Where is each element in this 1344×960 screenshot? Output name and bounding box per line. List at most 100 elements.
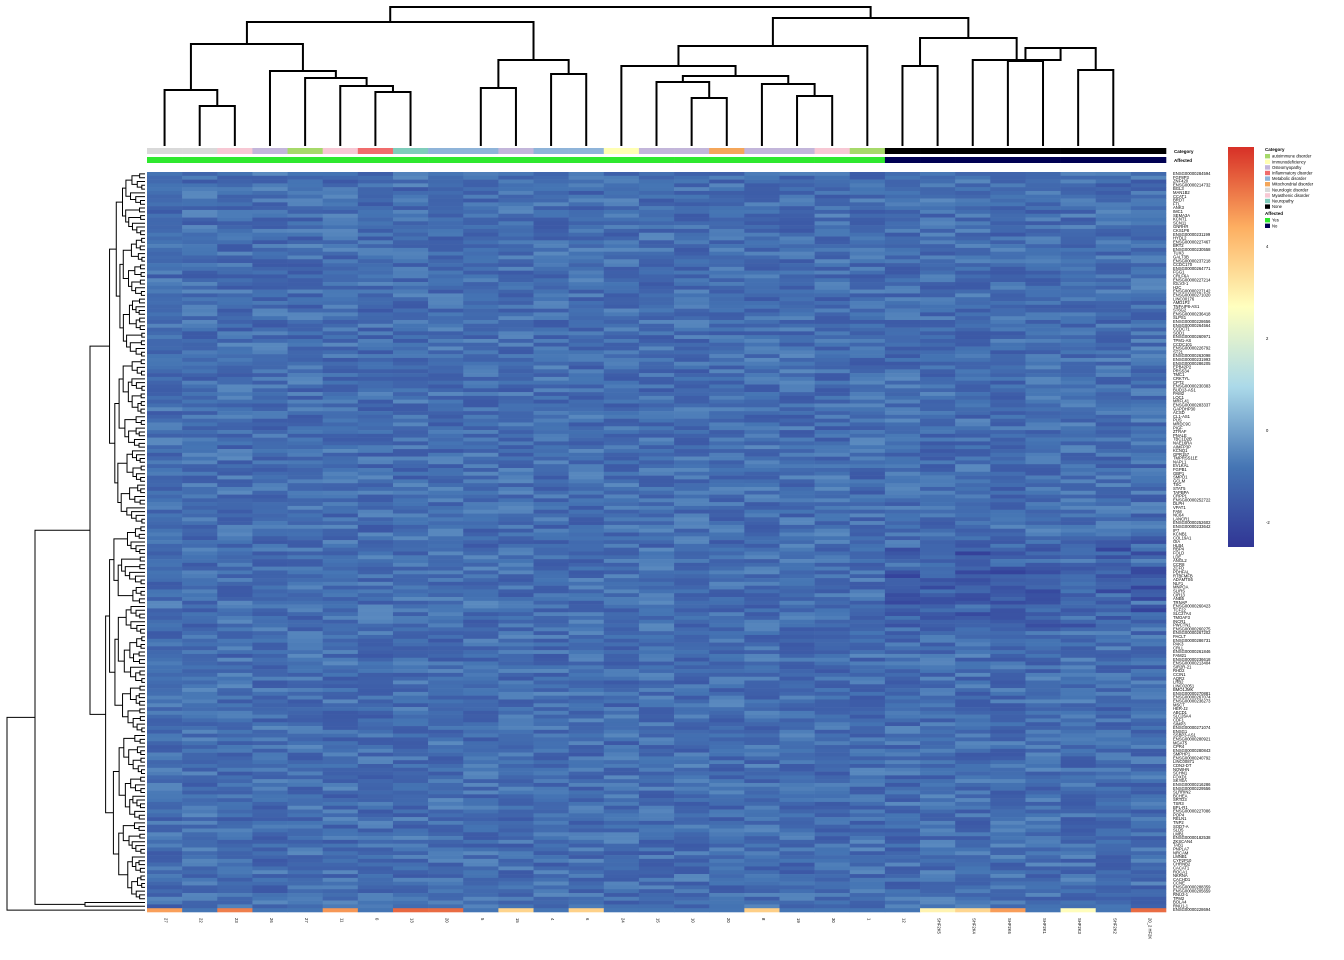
heatmap-cell [147, 266, 183, 271]
heatmap-cell [709, 244, 745, 249]
heatmap-cell [428, 441, 464, 446]
heatmap-cell [498, 464, 534, 469]
heatmap-cell [182, 756, 218, 761]
heatmap-cell [147, 756, 183, 761]
heatmap-cell [674, 266, 710, 271]
heatmap-cell [1130, 627, 1167, 632]
affected-annotation-cell [674, 157, 710, 163]
heatmap-cell [603, 490, 640, 495]
heatmap-cell [1025, 502, 1061, 507]
heatmap-cell [357, 608, 394, 613]
heatmap-cell [147, 653, 183, 659]
heatmap-cell [779, 338, 815, 344]
heatmap-cell [463, 779, 499, 784]
heatmap-cell [252, 672, 288, 678]
heatmap-cell [849, 373, 886, 378]
heatmap-cell [814, 676, 851, 681]
heatmap-cell [287, 209, 323, 215]
heatmap-cell [147, 745, 183, 750]
heatmap-cell [638, 331, 675, 336]
heatmap-cell [428, 486, 464, 492]
heatmap-cell [1095, 486, 1132, 492]
heatmap-cell [287, 680, 323, 685]
heatmap-cell [990, 373, 1026, 378]
heatmap-cell [779, 559, 815, 564]
heatmap-cell [1025, 665, 1061, 670]
heatmap-cell [357, 722, 394, 727]
heatmap-cell [217, 752, 253, 757]
heatmap-cell [287, 346, 323, 351]
heatmap-cell [779, 669, 815, 674]
heatmap-cell [1095, 418, 1132, 423]
heatmap-cell [287, 703, 323, 708]
heatmap-cell [463, 521, 499, 526]
heatmap-cell [1025, 232, 1061, 237]
heatmap-cell [287, 756, 323, 761]
heatmap-cell [463, 771, 499, 776]
heatmap-cell [709, 395, 745, 400]
heatmap-cell [322, 581, 359, 586]
heatmap-cell [1095, 498, 1132, 503]
heatmap-cell [1095, 320, 1132, 325]
heatmap-cell [182, 528, 218, 533]
heatmap-cell [990, 433, 1026, 438]
heatmap-cell [1130, 335, 1167, 340]
heatmap-cell [1130, 707, 1167, 712]
dendrogram-link [117, 616, 127, 662]
heatmap-cell [147, 578, 183, 583]
heatmap-cell [638, 498, 675, 503]
heatmap-cell [1025, 498, 1061, 503]
heatmap-cell [322, 695, 359, 700]
heatmap-cell [884, 676, 921, 681]
heatmap-cell [287, 312, 323, 317]
heatmap-cell [322, 354, 359, 359]
heatmap-cell [814, 483, 851, 488]
heatmap-cell [884, 653, 921, 659]
heatmap-cell [252, 380, 288, 385]
heatmap-cell [744, 619, 780, 624]
heatmap-cell [357, 183, 394, 188]
heatmap-cell [779, 775, 815, 780]
heatmap-cell [603, 486, 640, 492]
heatmap-cell [533, 612, 569, 617]
heatmap-cell [744, 661, 780, 666]
heatmap-cell [955, 741, 991, 746]
heatmap-cell [1095, 642, 1132, 647]
heatmap-cell [568, 555, 605, 560]
heatmap-cell [1025, 653, 1061, 659]
heatmap-cell [709, 452, 745, 457]
category-annotation-cell [463, 148, 499, 154]
heatmap-cell [287, 752, 323, 757]
heatmap-cell [392, 395, 429, 400]
heatmap-cell [428, 221, 464, 226]
heatmap-cell [849, 764, 886, 769]
heatmap-cell [990, 240, 1026, 245]
heatmap-cell [603, 350, 640, 355]
heatmap-cell [674, 684, 710, 689]
heatmap-cell [1025, 559, 1061, 564]
heatmap-cell [182, 703, 218, 708]
heatmap-cell [287, 251, 323, 256]
heatmap-cell [884, 308, 921, 313]
heatmap-cell [849, 449, 886, 454]
heatmap-cell [357, 665, 394, 670]
category-annotation-cell [1130, 148, 1167, 154]
heatmap-cell [849, 179, 886, 184]
heatmap-cell [955, 631, 991, 636]
heatmap-cell [322, 604, 359, 609]
heatmap-cell [709, 653, 745, 659]
heatmap-cell [990, 748, 1026, 753]
heatmap-cell [463, 540, 499, 545]
heatmap-cell [392, 373, 429, 378]
heatmap-cell [1025, 240, 1061, 245]
heatmap-cell [463, 714, 499, 719]
dendrogram-link [135, 319, 141, 329]
heatmap-cell [814, 240, 851, 245]
heatmap-cell [463, 483, 499, 488]
heatmap-cell [744, 729, 780, 734]
heatmap-cell [744, 771, 780, 776]
heatmap-cell [674, 486, 710, 492]
heatmap-cell [322, 680, 359, 685]
heatmap-cell [990, 282, 1026, 287]
heatmap-cell [709, 688, 745, 693]
